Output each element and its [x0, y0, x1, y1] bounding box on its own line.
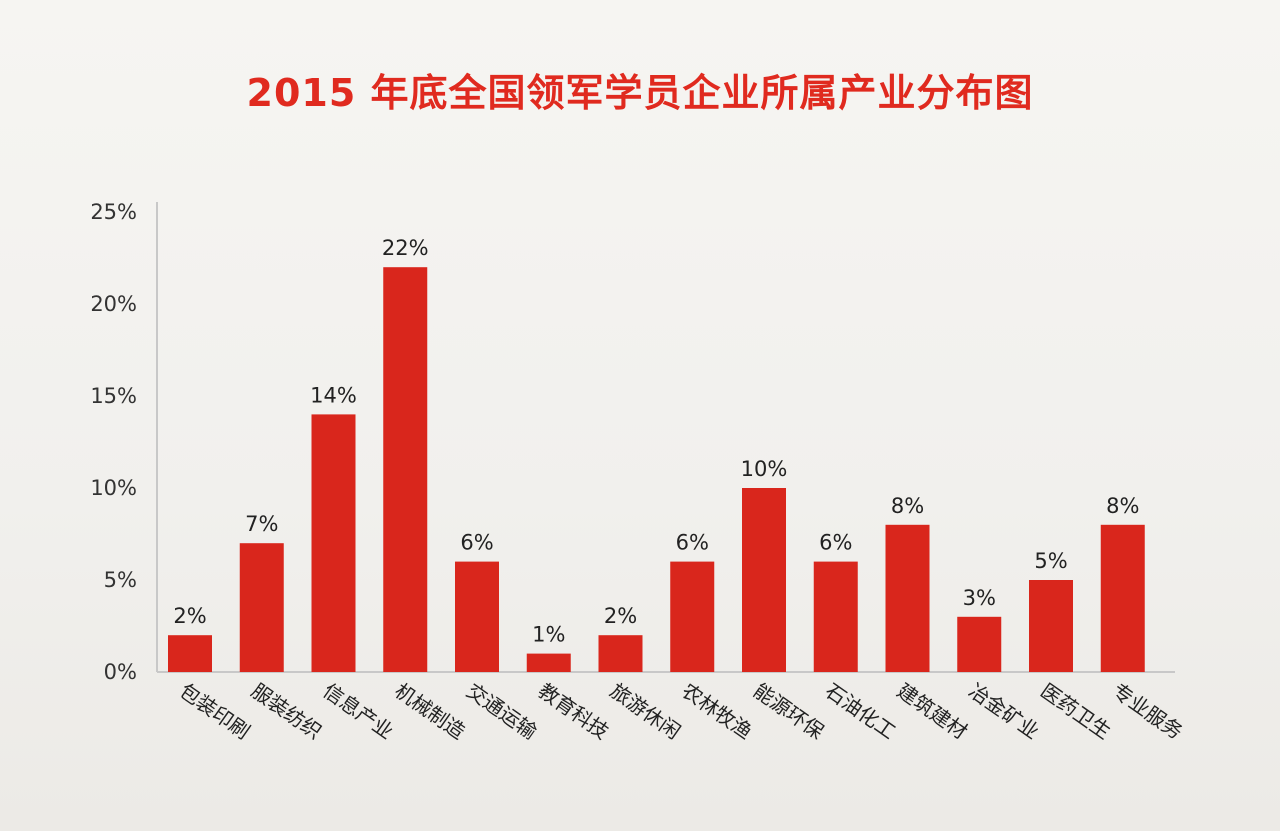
x-tick-label: 专业服务 — [1108, 678, 1187, 744]
bar — [598, 635, 643, 672]
bar — [1029, 580, 1073, 672]
x-tick-label: 包装印刷 — [175, 678, 254, 744]
bar — [813, 561, 858, 672]
bar-value-label: 6% — [819, 531, 852, 555]
x-tick-label: 信息产业 — [319, 678, 398, 744]
bar-value-label: 2% — [173, 604, 206, 628]
y-tick-label: 20% — [90, 292, 137, 316]
x-tick-label: 建筑建材 — [893, 678, 972, 744]
x-tick-label: 旅游休闲 — [606, 678, 685, 744]
bar — [1100, 524, 1145, 672]
bar-value-label: 10% — [741, 457, 788, 481]
x-tick-label: 石油化工 — [821, 678, 900, 744]
x-tick-label: 机械制造 — [390, 678, 469, 744]
bar — [670, 561, 715, 672]
y-tick-label: 10% — [90, 476, 137, 500]
x-tick-label: 能源环保 — [749, 678, 828, 744]
bar — [885, 524, 930, 672]
bar-value-label: 7% — [245, 512, 278, 536]
chart-title: 2015 年底全国领军学员企业所属产业分布图 — [246, 71, 1034, 115]
x-tick-label: 服装纺织 — [247, 678, 326, 744]
x-tick-label: 冶金矿业 — [964, 678, 1043, 744]
bar — [168, 635, 212, 672]
x-tick-label: 教育科技 — [534, 678, 613, 744]
bar-value-label: 14% — [310, 383, 357, 407]
bar — [957, 616, 1002, 672]
bar — [742, 488, 786, 672]
bar-value-label: 5% — [1034, 549, 1067, 573]
bar — [311, 414, 356, 672]
bar — [455, 561, 499, 672]
bar-value-label: 6% — [460, 531, 493, 555]
bar-value-label: 8% — [1106, 494, 1139, 518]
bar — [526, 653, 571, 672]
bar — [383, 267, 428, 672]
y-tick-label: 0% — [104, 660, 137, 684]
bar-value-label: 8% — [891, 494, 924, 518]
bar-value-label: 3% — [963, 586, 996, 610]
bar-value-label: 22% — [382, 236, 429, 260]
bar — [239, 543, 284, 672]
y-tick-label: 5% — [104, 568, 137, 592]
x-tick-label: 医药卫生 — [1036, 678, 1115, 744]
y-tick-label: 15% — [90, 384, 137, 408]
bar-value-label: 2% — [604, 604, 637, 628]
bar-value-label: 6% — [676, 531, 709, 555]
bar-value-label: 1% — [532, 623, 565, 647]
y-tick-label: 25% — [90, 200, 137, 224]
x-tick-label: 农林牧渔 — [677, 678, 756, 744]
x-tick-label: 交通运输 — [462, 678, 541, 744]
